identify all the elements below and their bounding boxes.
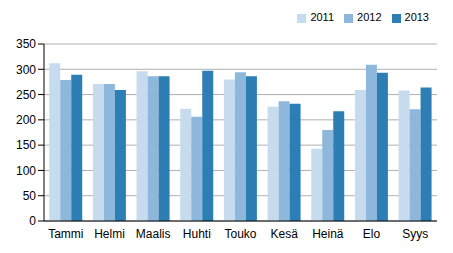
svg-text:Heinä: Heinä <box>312 227 344 241</box>
svg-text:0: 0 <box>29 214 36 228</box>
svg-text:Maalis: Maalis <box>136 227 171 241</box>
svg-text:200: 200 <box>16 113 36 127</box>
svg-text:Syys: Syys <box>402 227 428 241</box>
svg-text:100: 100 <box>16 164 36 178</box>
svg-text:250: 250 <box>16 88 36 102</box>
svg-text:50: 50 <box>23 189 37 203</box>
svg-text:Touko: Touko <box>224 227 256 241</box>
svg-text:Huhti: Huhti <box>183 227 211 241</box>
svg-text:Elo: Elo <box>363 227 381 241</box>
svg-text:150: 150 <box>16 138 36 152</box>
html-text:2011: 2011 <box>310 11 334 23</box>
svg-text:Tammi: Tammi <box>48 227 83 241</box>
svg-text:Helmi: Helmi <box>94 227 125 241</box>
html-text:2013: 2013 <box>404 11 429 23</box>
svg-text:Kesä: Kesä <box>270 227 298 241</box>
svg-text:300: 300 <box>16 63 36 77</box>
svg-text:350: 350 <box>16 37 36 51</box>
html-text:2012: 2012 <box>357 11 382 23</box>
